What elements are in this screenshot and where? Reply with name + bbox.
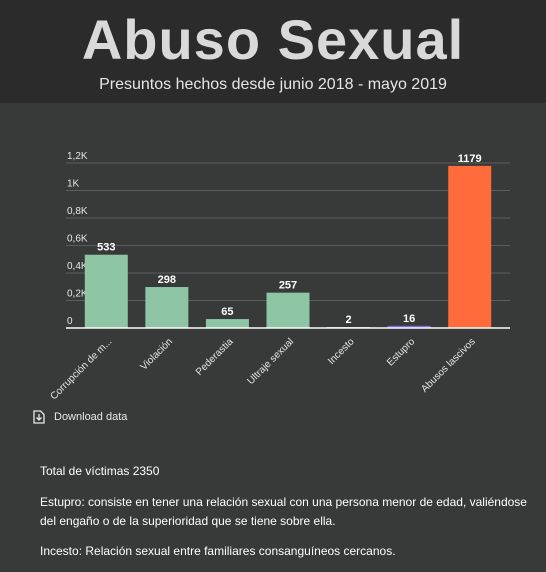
bar xyxy=(266,292,310,328)
data-label: 257 xyxy=(279,280,297,292)
x-tick-label: Violación xyxy=(139,336,175,372)
y-tick-label: 0 xyxy=(67,316,73,327)
download-icon xyxy=(33,410,45,424)
y-tick-label: 0,2K xyxy=(67,289,88,300)
x-tick-label: Corrupción de m... xyxy=(48,336,114,402)
y-tick-label: 0,8K xyxy=(67,206,88,217)
bar xyxy=(145,287,189,328)
header: Abuso Sexual Presuntos hechos desde juni… xyxy=(0,0,546,103)
data-label: 533 xyxy=(97,242,115,254)
notes: Total de víctimas 2350 Estupro: consiste… xyxy=(40,462,530,572)
y-tick-label: 0,4K xyxy=(67,261,88,272)
y-tick-label: 1K xyxy=(67,179,80,190)
x-tick-label: Pederastia xyxy=(194,336,236,378)
data-label: 298 xyxy=(158,274,176,286)
data-label: 65 xyxy=(221,306,233,318)
y-tick-label: 1,2K xyxy=(67,151,88,162)
incesto-definition: Incesto: Relación sexual entre familiare… xyxy=(40,544,396,558)
bar-chart: 0 0,2K 0,4K 0,6K 0,8K 1K 1,2K 533 Corrupción de … xyxy=(48,151,510,402)
download-data-label: Download data xyxy=(54,411,128,423)
page-title: Abuso Sexual xyxy=(81,8,465,71)
total-victims: Total de víctimas 2350 xyxy=(40,464,160,478)
x-tick-label: Estupro xyxy=(385,336,417,368)
x-tick-label: Ultraje sexual xyxy=(245,336,296,387)
x-tick-label: Incesto xyxy=(326,336,357,367)
page-subtitle: Presuntos hechos desde junio 2018 - mayo… xyxy=(99,76,447,93)
data-label: 1179 xyxy=(458,153,482,165)
bar xyxy=(84,254,128,328)
bar xyxy=(205,319,249,328)
data-label: 16 xyxy=(403,313,415,325)
bar xyxy=(448,165,492,328)
x-tick-label: Abusos lascivos xyxy=(419,336,477,394)
data-label: 2 xyxy=(346,314,352,326)
y-tick-label: 0,6K xyxy=(67,234,88,245)
bar xyxy=(387,325,431,328)
download-data-button[interactable]: Download data xyxy=(32,408,127,426)
estupro-definition: Estupro: consiste en tener una relación … xyxy=(40,495,527,528)
